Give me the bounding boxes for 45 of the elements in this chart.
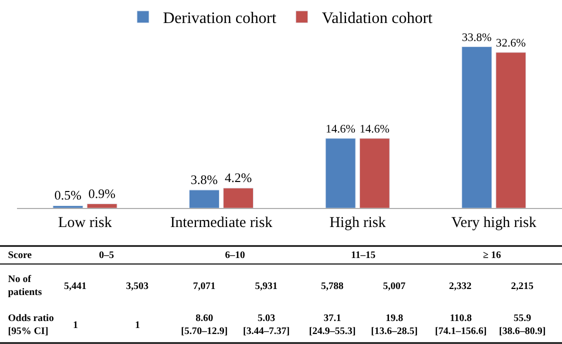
bar [86,204,118,208]
text: No of patients [8,274,42,298]
text: 1 [135,320,140,331]
text: 11–15 [351,250,376,261]
text: 8.60 [5.70–12.9] [181,313,228,337]
data-label: 4.2% [224,170,252,186]
text: 1 [73,320,78,331]
legend-label: Derivation cohort [163,10,277,28]
text: 110.8 [74.1–156.6] [435,313,487,337]
text: 5,441 [64,281,86,292]
bar [496,52,526,208]
data-label: 0.9% [88,186,116,201]
data-label: 14.6% [360,124,390,136]
text: 5,788 [321,281,344,292]
bar [52,205,84,208]
text: 6–10 [225,250,245,261]
bar [462,46,492,208]
data-label: 14.6% [326,124,356,136]
text: 2,332 [449,281,472,292]
x-tick-label: Intermediate risk [170,215,273,232]
text: 19.8 [13.6–28.5] [371,313,418,337]
data-label: 33.8% [462,32,492,44]
bar [223,188,254,208]
data-label: 32.6% [496,38,526,50]
text: Odds ratio [95% CI] [8,313,54,337]
data-label: 3.8% [190,172,218,187]
text: 5.03 [3.44–7.37] [243,313,290,337]
bar [359,138,390,208]
text: 3,503 [126,281,148,292]
text: 0–5 [99,250,114,261]
text: ≥ 16 [483,250,501,261]
text: 5,931 [255,281,278,292]
bar [325,138,356,208]
x-tick-label: Very high risk [451,215,537,232]
data-label: 0.5% [54,188,82,203]
text: 2,215 [511,281,534,292]
x-tick-label: High risk [329,215,386,232]
bar [189,190,220,208]
text: 5,007 [383,281,406,292]
text: Score [8,250,32,261]
text: 37.1 [24.9–55.3] [309,313,356,337]
x-tick-label: Low risk [58,215,112,232]
text: 55.9 [38.6–80.9] [499,313,546,337]
legend-label: Validation cohort [322,10,434,28]
text: 7,071 [193,281,216,292]
